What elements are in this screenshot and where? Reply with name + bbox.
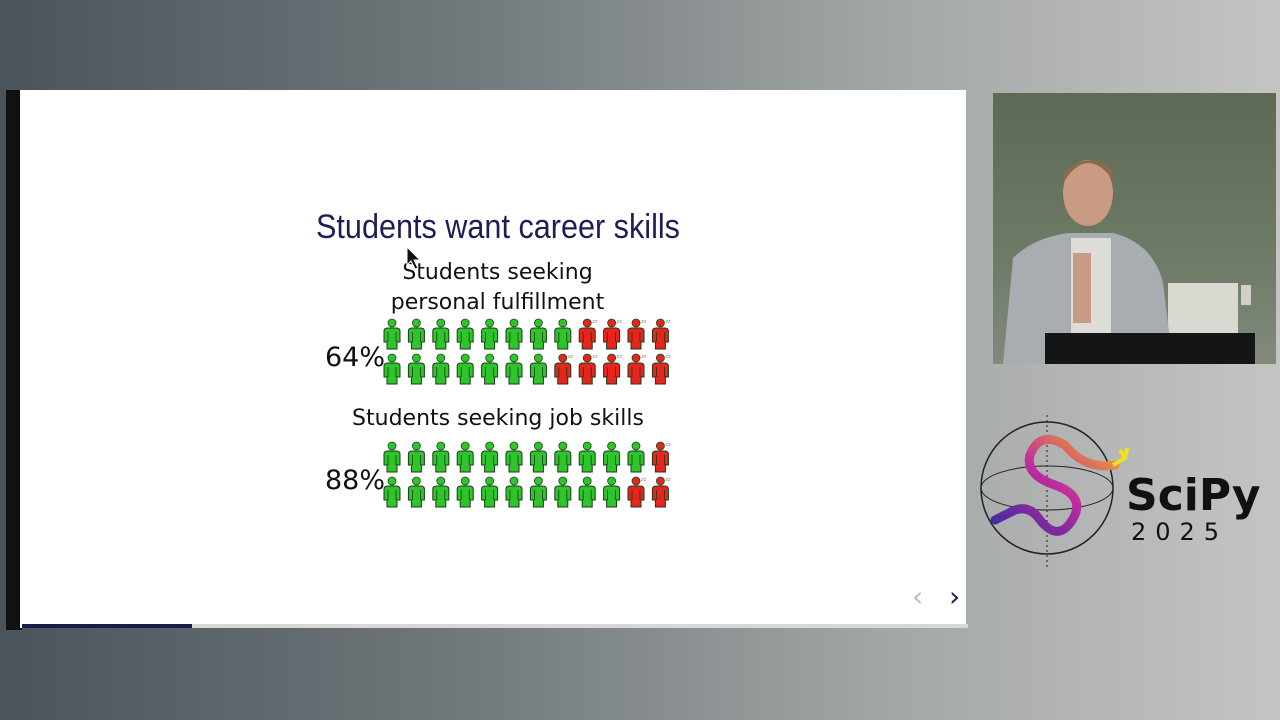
person-icon-green (505, 353, 523, 385)
person-icon-green (481, 441, 499, 473)
person-icon-red: zz (578, 318, 598, 350)
svg-text:zz: zz (568, 354, 574, 360)
person-icon-green (407, 476, 425, 508)
person-icon-green (554, 318, 572, 350)
speaker-figure (1003, 160, 1255, 364)
person-icon-green (407, 441, 425, 473)
person-icon-green (554, 441, 572, 473)
person-icon-red: zz (651, 353, 671, 385)
person-icon-green (529, 476, 547, 508)
chart-2-pictograph: zz (383, 441, 671, 508)
person-icon-green (456, 353, 474, 385)
person-icon-green (432, 353, 450, 385)
person-icon-green (432, 476, 450, 508)
person-icon-green (505, 318, 523, 350)
person-icon-green (407, 318, 425, 350)
person-icon-green (529, 441, 547, 473)
svg-text:zz: zz (592, 319, 598, 325)
person-icon-red: zz (578, 353, 598, 385)
next-slide-button[interactable]: › (949, 580, 961, 613)
person-icon-green (481, 353, 499, 385)
person-icon-green (456, 476, 474, 508)
person-icon-red: zz (603, 318, 623, 350)
slide-frame-edge (6, 90, 22, 630)
person-icon-green (383, 441, 401, 473)
person-icon-red: zz (603, 353, 623, 385)
svg-text:zz: zz (641, 354, 647, 360)
svg-text:zz: zz (617, 354, 623, 360)
chart-1-percent: 64% (325, 342, 386, 373)
person-icon-green (578, 476, 596, 508)
slide-progress-bar (22, 624, 968, 628)
person-icon-green (505, 441, 523, 473)
svg-text:zz: zz (592, 354, 598, 360)
chart-2-percent: 88% (325, 465, 386, 496)
person-icon-green (578, 441, 596, 473)
person-icon-red: zz (651, 476, 671, 508)
person-icon-green (529, 318, 547, 350)
person-icon-green (481, 476, 499, 508)
prev-slide-button[interactable]: ‹ (912, 580, 924, 613)
logo-title: SciPy (1126, 470, 1261, 521)
logo-year: 2025 (1131, 518, 1229, 546)
person-icon-green (603, 476, 621, 508)
person-icon-green (554, 476, 572, 508)
person-icon-green (432, 318, 450, 350)
svg-text:zz: zz (641, 477, 647, 483)
person-icon-green (383, 353, 401, 385)
person-icon-red: zz (627, 476, 647, 508)
person-icon-green (383, 476, 401, 508)
svg-text:zz: zz (665, 354, 671, 360)
person-icon-red: zz (651, 318, 671, 350)
person-icon-green (505, 476, 523, 508)
svg-text:zz: zz (617, 319, 623, 325)
svg-text:zz: zz (641, 319, 647, 325)
chart-1-label: Students seeking personal fulfillment (350, 258, 645, 318)
person-icon-green (456, 441, 474, 473)
person-icon-green (603, 441, 621, 473)
chart-1-label-line1: Students seeking (402, 260, 593, 285)
svg-text:zz: zz (665, 477, 671, 483)
person-icon-red: zz (554, 353, 574, 385)
person-icon-green (407, 353, 425, 385)
person-icon-green (432, 441, 450, 473)
person-icon-green (627, 441, 645, 473)
person-icon-red: zz (651, 441, 671, 473)
person-icon-green (481, 318, 499, 350)
presentation-slide: Students want career skills Students see… (20, 90, 968, 628)
progress-fill (22, 624, 193, 628)
chart-1-label-line2: personal fulfillment (390, 290, 605, 315)
person-icon-red: zz (627, 353, 647, 385)
chart-2-label: Students seeking job skills (352, 406, 644, 431)
person-icon-green (383, 318, 401, 350)
mouse-cursor-icon (406, 246, 422, 270)
scipy-logo-icon (980, 415, 1129, 568)
person-icon-green (456, 318, 474, 350)
person-icon-red: zz (627, 318, 647, 350)
person-icon-green (529, 353, 547, 385)
slide-title: Students want career skills (316, 208, 680, 246)
chart-1-pictograph: zz zz zz zz (383, 318, 671, 385)
svg-text:zz: zz (665, 319, 671, 325)
speaker-video (993, 93, 1276, 364)
svg-text:zz: zz (665, 442, 671, 448)
